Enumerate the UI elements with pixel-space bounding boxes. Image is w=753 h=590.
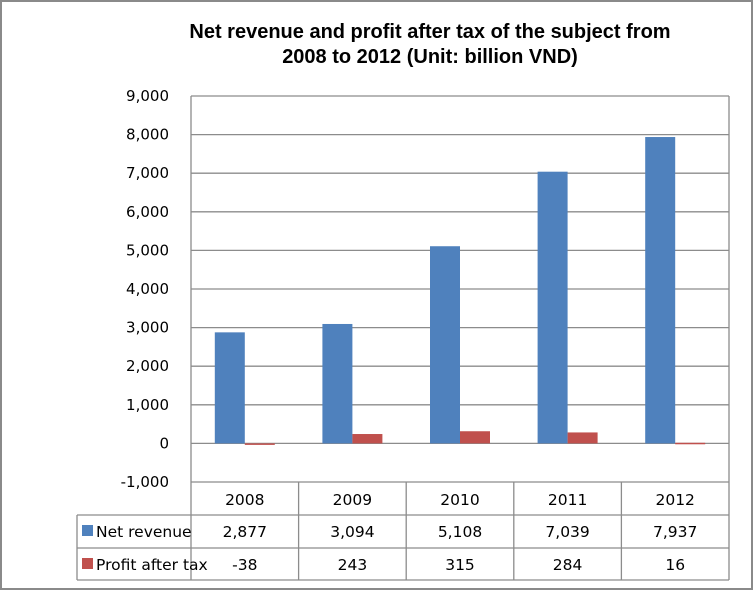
table-value: 5,108 [438, 523, 482, 541]
legend-label: Net revenue [96, 523, 192, 541]
y-tick-label: 5,000 [126, 241, 169, 259]
y-tick-label: -1,000 [121, 473, 169, 491]
y-axis-ticks: 9,000 8,000 7,000 6,000 5,000 4,000 3,000 2,000… [121, 87, 169, 491]
legend-swatch-profit-after-tax [82, 558, 93, 569]
bar-net-revenue-2012 [645, 137, 676, 444]
bar-profit-after-tax-2008 [244, 443, 275, 445]
table-value: -38 [232, 556, 257, 574]
table-value: 315 [445, 556, 475, 574]
table-value: 7,039 [545, 523, 589, 541]
legend-swatch-net-revenue [82, 525, 93, 536]
table-category-label: 2008 [225, 491, 264, 509]
y-tick-label: 9,000 [126, 87, 169, 105]
table-value: 284 [553, 556, 583, 574]
y-tick-label: 4,000 [126, 280, 169, 298]
y-tick-label: 2,000 [126, 357, 169, 375]
table-value: 2,877 [223, 523, 267, 541]
table-category-label: 2011 [548, 491, 587, 509]
table-category-label: 2009 [333, 491, 372, 509]
y-tick-label: 7,000 [126, 164, 169, 182]
table-category-label: 2010 [440, 491, 479, 509]
chart-title-line-1: Net revenue and profit after tax of the … [189, 21, 671, 43]
table-value: 243 [338, 556, 368, 574]
y-tick-label: 3,000 [126, 319, 169, 337]
bar-profit-after-tax-2010 [460, 431, 490, 444]
y-tick-label: 0 [159, 434, 169, 452]
bar-net-revenue-2009 [322, 323, 353, 444]
bar-profit-after-tax-2011 [567, 432, 598, 444]
bar-net-revenue-2011 [537, 171, 568, 444]
bar-net-revenue-2010 [430, 246, 460, 444]
table-category-label: 2012 [655, 491, 694, 509]
data-table: 2008 2009 2010 2011 2012 Net revenue 2,877 3,09… [76, 481, 730, 581]
bar-net-revenue-2008 [214, 332, 245, 444]
table-value: 3,094 [330, 523, 374, 541]
chart-title: Net revenue and profit after tax of the … [130, 20, 730, 70]
table-value: 7,937 [653, 523, 697, 541]
y-tick-label: 8,000 [126, 126, 169, 144]
bar-profit-after-tax-2009 [352, 434, 383, 444]
y-tick-label: 1,000 [126, 396, 169, 414]
chart-title-line-2: 2008 to 2012 (Unit: billion VND) [282, 46, 578, 68]
y-tick-label: 6,000 [126, 203, 169, 221]
table-value: 16 [665, 556, 685, 574]
bar-profit-after-tax-2012 [675, 442, 706, 445]
gridlines [190, 95, 730, 482]
bars [214, 137, 706, 445]
legend-label: Profit after tax [96, 556, 208, 574]
